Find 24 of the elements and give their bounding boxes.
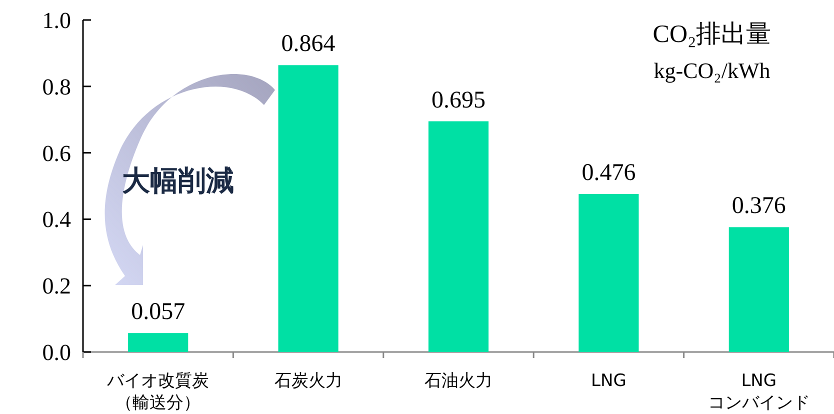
- bar: [578, 194, 639, 352]
- y-tick-label: 0.8: [42, 74, 71, 100]
- y-tick-label: 1.0: [42, 8, 71, 33]
- data-label: 0.057: [131, 299, 186, 326]
- x-tick-label: 石炭火力: [274, 371, 342, 391]
- y-tick-label: 0.4: [42, 207, 72, 232]
- bar: [278, 65, 338, 352]
- bar: [128, 333, 188, 352]
- data-label: 0.476: [582, 160, 636, 186]
- y-tick-label: 0.2: [42, 274, 71, 299]
- x-tick-label: LNG: [591, 371, 626, 391]
- bar: [728, 227, 789, 352]
- data-label: 0.695: [432, 87, 486, 114]
- y-tick-label: 0.6: [42, 140, 71, 166]
- data-label: 0.376: [732, 193, 786, 220]
- chart-title: CO₂排出量: [652, 21, 772, 48]
- x-tick-label: LNGコンバインド: [708, 371, 810, 413]
- y-tick-label: 0.0: [42, 340, 71, 365]
- x-tick-label: 石油火力: [424, 371, 492, 391]
- bar: [428, 121, 489, 352]
- x-tick-label: バイオ改質炭（輸送分）: [106, 371, 210, 413]
- data-label: 0.864: [281, 31, 336, 58]
- text: kg-CO₂/kWh: [654, 58, 770, 83]
- annotation: 大幅削減: [122, 164, 234, 197]
